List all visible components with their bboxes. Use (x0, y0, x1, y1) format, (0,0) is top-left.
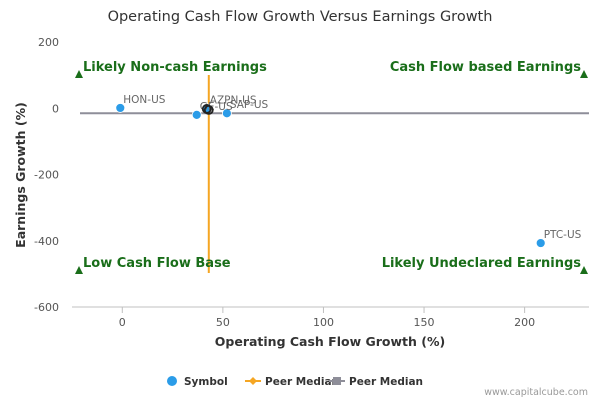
y-axis-title: Earnings Growth (%) (13, 102, 28, 248)
y-tick-label: -600 (34, 301, 59, 314)
credit-text: www.capitalcube.com (484, 387, 588, 398)
data-point-label: SAP-US (230, 99, 269, 111)
peer-median-point (203, 105, 214, 115)
quadrant-marker-icon (75, 266, 83, 274)
y-tick-label: -400 (34, 235, 59, 248)
y-tick-label: -200 (34, 169, 59, 182)
x-tick-label: 50 (216, 316, 230, 329)
data-point-ge-us (191, 109, 202, 120)
quadrant-label-bottom-left: Low Cash Flow Base (83, 256, 231, 271)
legend-label: Symbol (184, 376, 228, 388)
legend-label: Peer Median (349, 376, 423, 388)
x-axis-title: Operating Cash Flow Growth (%) (215, 334, 445, 349)
chart-title: Operating Cash Flow Growth Versus Earnin… (108, 9, 493, 25)
quadrant-marker-icon (580, 70, 588, 78)
legend: Symbol Peer Median Peer Median (167, 376, 423, 388)
y-tick-label: 200 (38, 36, 59, 49)
quadrant-label-bottom-right: Likely Undeclared Earnings (382, 256, 582, 271)
x-tick-label: 100 (313, 316, 334, 329)
x-tick-label: 150 (414, 316, 435, 329)
data-point-hon-us (115, 103, 126, 113)
data-point-label: GE-US (200, 101, 233, 113)
data-point-label: AZPN-US (210, 94, 257, 106)
legend-square-icon (333, 377, 341, 385)
x-axis-ticks: 0 50 100 150 200 (119, 307, 535, 329)
quadrant-marker-icon (75, 70, 83, 78)
data-point-label: HON-US (123, 94, 165, 106)
quadrant-labels: Likely Non-cash Earnings Cash Flow based … (75, 60, 588, 274)
data-point-label: PTC-US (544, 229, 582, 241)
data-point-ptc-us (535, 238, 546, 248)
legend-circle-icon (167, 376, 177, 386)
quadrant-label-top-left: Likely Non-cash Earnings (83, 60, 267, 75)
legend-label: Peer Median (265, 376, 339, 388)
y-tick-label: 0 (52, 102, 59, 115)
x-tick-label: 200 (514, 316, 535, 329)
x-tick-label: 0 (119, 316, 126, 329)
data-point-sap-us (221, 108, 232, 119)
legend-diamond-icon (249, 377, 257, 385)
quadrant-marker-icon (580, 266, 588, 274)
quadrant-label-top-right: Cash Flow based Earnings (390, 60, 581, 75)
y-axis-ticks: 200 0 -200 -400 -600 (34, 36, 59, 314)
